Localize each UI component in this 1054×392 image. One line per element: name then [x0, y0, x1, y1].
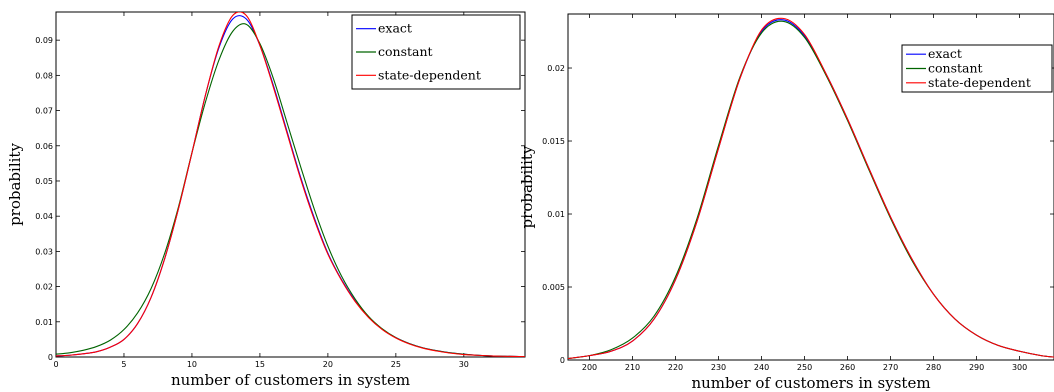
x-tick-label: 240: [754, 363, 769, 372]
x-tick-label: 280: [926, 363, 941, 372]
x-tick-label: 270: [883, 363, 898, 372]
x-axis-label: number of customers in system: [691, 374, 930, 392]
y-tick-label: 0: [560, 356, 565, 365]
legend-entry-constant: constant: [928, 61, 983, 76]
y-tick-label: 0.01: [35, 318, 53, 327]
y-tick-label: 0.015: [542, 137, 565, 146]
y-tick-label: 0.07: [35, 107, 53, 116]
y-tick-label: 0.005: [542, 283, 565, 292]
x-tick-label: 220: [668, 363, 683, 372]
legend-entry-state-dependent: state-dependent: [378, 67, 481, 82]
legend-entry-exact: exact: [378, 21, 412, 36]
series-lines: [568, 17, 1054, 360]
y-tick-label: 0.03: [35, 247, 53, 256]
y-tick-label: 0.02: [547, 64, 565, 73]
plot-area-frame: [567, 13, 1054, 361]
x-tick-label: 260: [840, 363, 855, 372]
x-tick-label: 15: [255, 360, 265, 369]
y-tick-label: 0.01: [547, 210, 565, 219]
x-tick-label: 300: [1012, 363, 1027, 372]
y-axis-label: probability: [6, 143, 24, 226]
legend-entry-constant: constant: [378, 44, 433, 59]
left-chart-panel: 0 5 10 15 20 25 30 0 0.01 0.02 0.03 0.04 0.05 0.06 0.0…: [6, 11, 526, 389]
x-tick-label: 0: [53, 360, 58, 369]
x-tick-label: 10: [187, 360, 197, 369]
y-tick-label: 0.09: [35, 36, 53, 45]
legend-box: [901, 44, 1053, 93]
series-line-state-dependent: [568, 17, 1054, 360]
x-tick-label: 5: [121, 360, 126, 369]
y-tick-label: 0.02: [35, 283, 53, 292]
y-tick-label: 0.08: [35, 71, 53, 80]
legend-box: [351, 14, 521, 90]
y-tick-label: 0.06: [35, 142, 53, 151]
x-axis-label: number of customers in system: [171, 371, 410, 389]
x-tick-label: 290: [969, 363, 984, 372]
right-chart-panel: 200 210 220 230 240 250 260 270 280 290 300 0 0.005 0…: [518, 13, 1054, 392]
x-tick-label: 250: [797, 363, 812, 372]
legend-entry-state-dependent: state-dependent: [928, 75, 1031, 90]
legend: exact constant state-dependent: [351, 14, 521, 90]
x-tick-label: 20: [323, 360, 333, 369]
series-line-state-dependent: [56, 12, 525, 357]
y-tick-label: 0: [48, 353, 53, 362]
x-tick-label: 30: [459, 360, 469, 369]
x-tick-label: 200: [582, 363, 597, 372]
y-tick-label: 0.04: [35, 212, 53, 221]
x-tick-label: 25: [391, 360, 401, 369]
x-tick-label: 210: [625, 363, 640, 372]
series-lines: [56, 12, 525, 357]
y-axis-label: probability: [518, 145, 536, 228]
plot-area-frame: [55, 11, 526, 358]
x-tick-label: 230: [711, 363, 726, 372]
legend-entry-exact: exact: [928, 46, 962, 61]
y-tick-label: 0.05: [35, 177, 53, 186]
